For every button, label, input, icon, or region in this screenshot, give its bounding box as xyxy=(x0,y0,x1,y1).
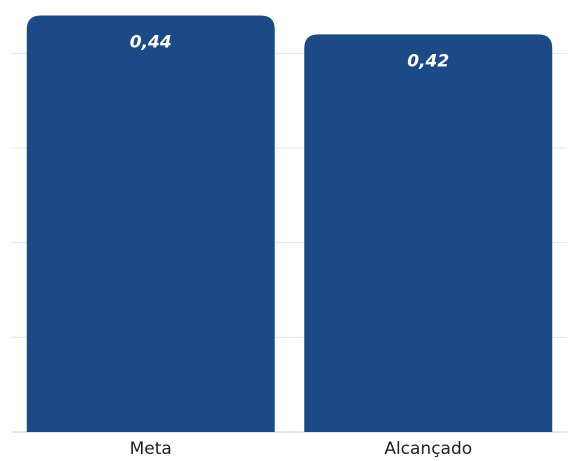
bar-meta xyxy=(26,15,275,432)
data-label-1: 0,44 xyxy=(130,32,172,52)
bar-alcancado xyxy=(304,34,553,433)
x-tick-label-2: Alcançado xyxy=(384,439,472,459)
x-axis-tick-labels: Meta Alcançado xyxy=(130,439,473,459)
x-tick-label-1: Meta xyxy=(130,439,172,459)
data-labels: 0,44 0,42 xyxy=(130,32,449,71)
bars xyxy=(26,15,553,433)
data-label-2: 0,42 xyxy=(407,51,449,71)
